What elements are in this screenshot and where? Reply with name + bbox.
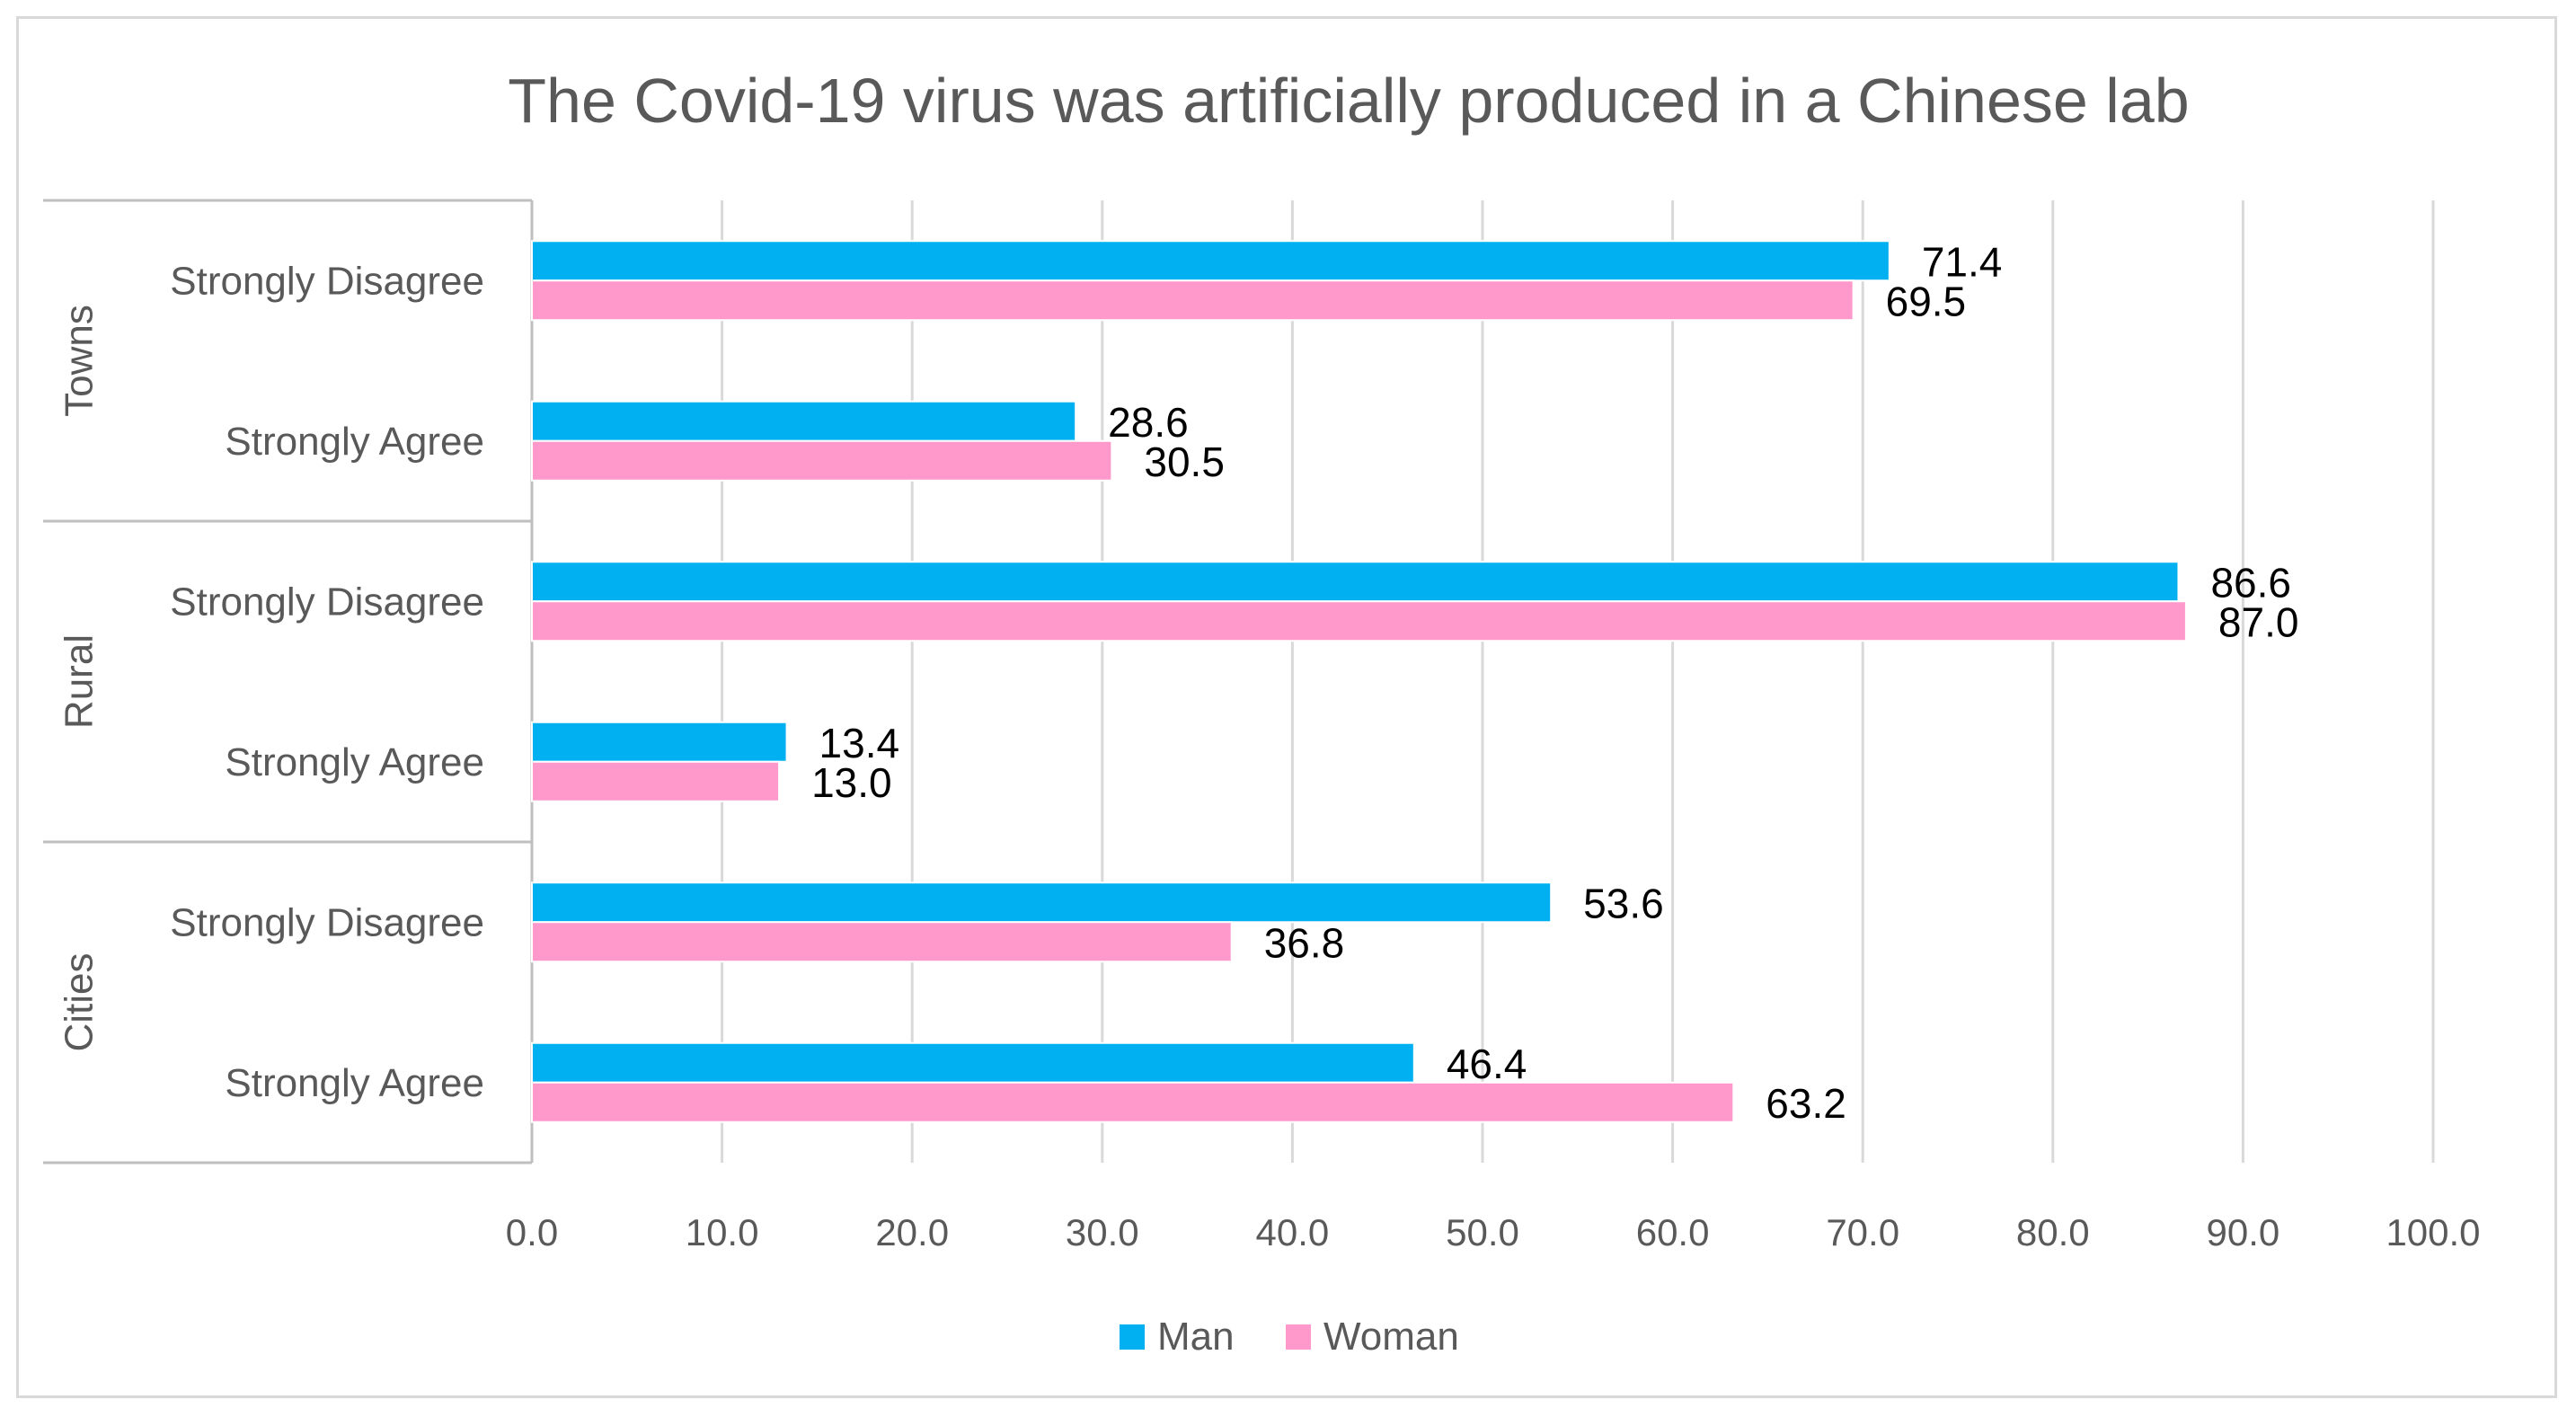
category-label: Strongly Agree	[225, 740, 484, 784]
bar-woman	[531, 760, 781, 802]
legend-swatch-man	[1120, 1324, 1145, 1350]
x-tick-label: 90.0	[2207, 1211, 2280, 1253]
group-label: Cities	[58, 952, 102, 1051]
category-label: Strongly Agree	[225, 420, 484, 464]
group-label: Towns	[58, 305, 102, 417]
x-tick-label: 40.0	[1256, 1211, 1330, 1253]
x-tick-label: 80.0	[2016, 1211, 2090, 1253]
data-label: 86.6	[2210, 559, 2291, 606]
legend-swatch-woman	[1286, 1324, 1311, 1350]
grid-layer	[721, 200, 2435, 1163]
bars-layer	[531, 240, 2187, 1123]
category-label: Strongly Disagree	[170, 900, 484, 944]
chart-title: The Covid-19 virus was artificially prod…	[508, 66, 2189, 136]
category-label: Strongly Disagree	[170, 580, 484, 624]
bar-man	[531, 721, 788, 763]
legend-label-woman: Woman	[1323, 1315, 1459, 1359]
bar-man	[531, 881, 1553, 924]
x-tick-label: 60.0	[1636, 1211, 1710, 1253]
data-label: 13.4	[819, 720, 900, 766]
chart-svg: The Covid-19 virus was artificially prod…	[43, 66, 2481, 1359]
x-tick-label: 30.0	[1066, 1211, 1139, 1253]
legend-layer: Man Woman	[1120, 1315, 1459, 1359]
bar-man	[531, 1041, 1415, 1084]
data-label: 30.5	[1144, 438, 1225, 485]
data-label: 28.6	[1108, 399, 1189, 446]
bar-woman	[531, 279, 1855, 322]
group-label: Rural	[58, 634, 102, 729]
axis-layer: 0.0 10.0 20.0 30.0 40.0 50.0 60.0 70.0 80.0 90.0 1…	[43, 199, 2481, 1253]
data-label: 46.4	[1447, 1041, 1527, 1087]
category-label: Strongly Agree	[225, 1061, 484, 1105]
labels-layer: 71.469.5 28.630.5 86.687.0 13.413.0 53.6 36.8…	[811, 238, 2298, 1127]
bar-woman	[531, 600, 2187, 642]
data-label: 53.6	[1583, 880, 1664, 926]
x-tick-label: 70.0	[1826, 1211, 1899, 1253]
x-tick-label: 100.0	[2386, 1211, 2480, 1253]
x-tick-label: 10.0	[686, 1211, 759, 1253]
bar-man	[531, 400, 1077, 442]
data-label: 71.4	[1922, 238, 2003, 285]
chart-frame: The Covid-19 virus was artificially prod…	[16, 16, 2557, 1398]
data-label: 69.5	[1886, 278, 1967, 324]
bar-woman	[531, 1081, 1735, 1123]
bar-man	[531, 561, 2180, 603]
bar-woman	[531, 921, 1233, 963]
x-tick-label: 50.0	[1446, 1211, 1519, 1253]
data-label: 63.2	[1766, 1080, 1846, 1127]
category-label: Strongly Disagree	[170, 259, 484, 303]
bar-woman	[531, 439, 1113, 482]
data-label: 36.8	[1264, 919, 1345, 966]
legend-label-man: Man	[1157, 1315, 1235, 1359]
data-label: 87.0	[2218, 598, 2299, 645]
x-tick-label: 20.0	[875, 1211, 949, 1253]
bar-man	[531, 240, 1890, 282]
data-label: 13.0	[811, 759, 892, 806]
x-tick-label: 0.0	[506, 1211, 558, 1253]
